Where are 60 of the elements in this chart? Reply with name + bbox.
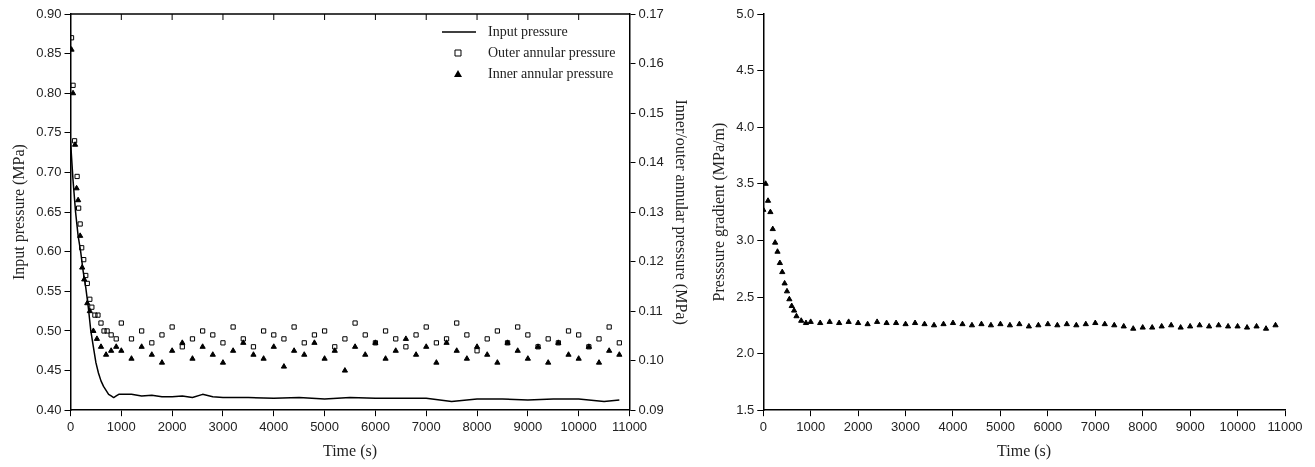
y-tick-label: 0.85 <box>36 45 62 61</box>
x-tick-label: 4000 <box>938 418 968 434</box>
y2-axis-title: Inner/outer annular pressure (MPa) <box>672 99 691 325</box>
y-tick-label: 0.60 <box>36 243 62 259</box>
x-tick-label: 11000 <box>611 418 648 434</box>
y2-tick-label: 0.11 <box>638 302 663 318</box>
x-tick-label: 11000 <box>1267 418 1303 434</box>
y-tick-label: 0.50 <box>36 322 62 338</box>
legend-label: Outer annular pressure <box>487 44 616 60</box>
x-tick-label: 0 <box>66 418 75 434</box>
x-tick-label: 6000 <box>1033 418 1063 434</box>
x-tick-label: 9000 <box>513 418 543 434</box>
y2-tick-label: 0.16 <box>638 55 664 71</box>
y2-tick-label: 0.15 <box>638 104 664 120</box>
x-axis-title: Time (s) <box>322 441 378 460</box>
x-tick-label: 1000 <box>106 418 136 434</box>
legend-label: Input pressure <box>487 23 568 39</box>
y2-tick-label: 0.17 <box>638 5 664 21</box>
x-tick-label: 2000 <box>843 418 873 434</box>
x-tick-label: 7000 <box>411 418 441 434</box>
y-tick-label: 2.0 <box>736 345 755 361</box>
x-tick-label: 10000 <box>1219 418 1256 434</box>
y2-tick-label: 0.10 <box>638 352 664 368</box>
y-tick-label: 0.65 <box>36 203 62 219</box>
x-tick-label: 3000 <box>891 418 921 434</box>
x-axis-title: Time (s) <box>997 441 1052 460</box>
y-tick-label: 4.5 <box>736 62 755 78</box>
y-tick-label: 0.45 <box>36 362 62 378</box>
x-tick-label: 3000 <box>208 418 238 434</box>
x-tick-label: 7000 <box>1080 418 1110 434</box>
y-tick-label: 0.80 <box>36 84 62 100</box>
legend-label: Inner annular pressure <box>487 65 614 81</box>
x-tick-label: 8000 <box>462 418 492 434</box>
y-tick-label: 0.90 <box>36 5 62 21</box>
x-tick-label: 0 <box>759 418 767 434</box>
y-axis-title: Input pressure (MPa) <box>9 144 28 281</box>
y-tick-label: 5.0 <box>736 5 755 21</box>
y-tick-label: 0.40 <box>36 401 62 417</box>
x-tick-label: 10000 <box>560 418 597 434</box>
y-tick-label: 0.70 <box>36 164 62 180</box>
y-tick-label: 3.5 <box>736 175 755 191</box>
y2-tick-label: 0.13 <box>638 203 664 219</box>
x-tick-label: 8000 <box>1128 418 1158 434</box>
x-tick-label: 5000 <box>985 418 1015 434</box>
x-tick-label: 4000 <box>259 418 289 434</box>
y-tick-label: 0.75 <box>36 124 62 140</box>
x-tick-label: 6000 <box>360 418 390 434</box>
y-tick-label: 2.5 <box>736 288 755 304</box>
x-tick-label: 5000 <box>310 418 340 434</box>
x-tick-label: 9000 <box>1175 418 1205 434</box>
y2-tick-label: 0.09 <box>638 401 664 417</box>
x-tick-label: 2000 <box>157 418 187 434</box>
y2-tick-label: 0.12 <box>638 253 664 269</box>
y-tick-label: 4.0 <box>736 118 755 134</box>
y-tick-label: 3.0 <box>736 231 755 247</box>
x-tick-label: 1000 <box>796 418 826 434</box>
y-tick-label: 1.5 <box>736 401 755 417</box>
y-axis-title: Presssure gradient (MPa/m) <box>709 122 728 302</box>
y2-tick-label: 0.14 <box>638 154 664 170</box>
y-tick-label: 0.55 <box>36 282 62 298</box>
